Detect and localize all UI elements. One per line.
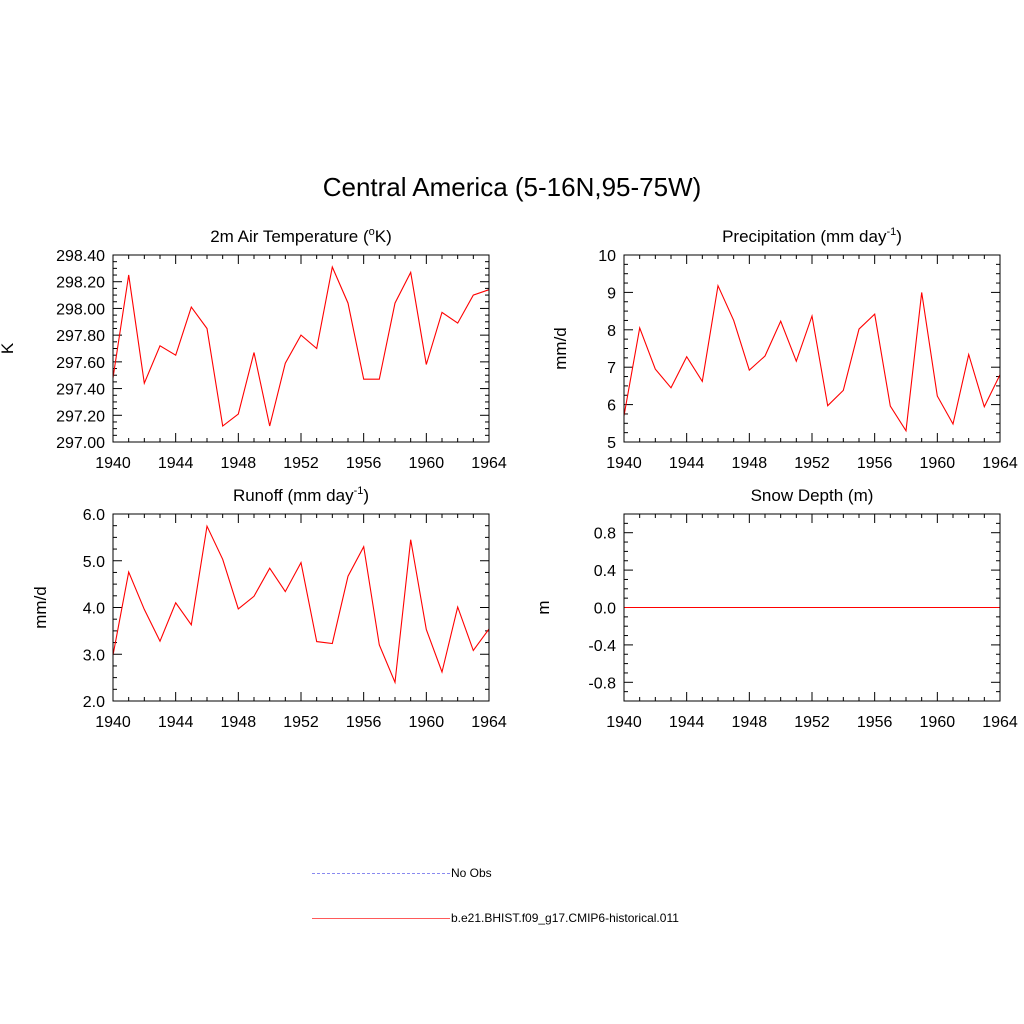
y-tick-label: 0.0 [594, 601, 616, 618]
x-tick-label: 1956 [346, 714, 382, 731]
y-tick-label: 7 [607, 360, 616, 377]
x-tick-label: 1956 [857, 455, 893, 472]
x-tick-label: 1948 [732, 455, 768, 472]
x-tick-label: 1960 [409, 455, 445, 472]
y-tick-label: 8 [607, 323, 616, 340]
y-tick-label: 0.8 [594, 526, 616, 543]
y-tick-label: 3.0 [83, 647, 105, 664]
plot-frame [112, 513, 490, 702]
chart-panel-4: Snow Depth (m) m 1940 1944 1948 1952 1956 1960 1… [534, 486, 1018, 731]
legend-swatch-dashed [312, 873, 450, 874]
y-tick-label: -0.4 [588, 638, 616, 655]
x-tick-label: 1952 [283, 714, 319, 731]
y-tick-label: 5.0 [83, 554, 105, 571]
panel-title-superscript: o [369, 226, 375, 238]
panel-title-main: 2m Air Temperature ( [210, 227, 369, 246]
panel-title-suffix: ) [363, 486, 369, 505]
y-tick-label: 297.00 [56, 435, 105, 452]
y-tick-label: 2.0 [83, 694, 105, 711]
panel-title-suffix: K) [375, 227, 392, 246]
x-tick-label: 1940 [606, 455, 642, 472]
y-tick-label: 6.0 [83, 507, 105, 524]
series-line [623, 283, 1001, 433]
x-tick-label: 1948 [221, 455, 257, 472]
panel-title-superscript: -1 [886, 226, 896, 238]
plot-frame [623, 513, 1001, 702]
panel-title-suffix: ) [896, 227, 902, 246]
x-tick-label: 1960 [920, 455, 956, 472]
x-tick-label: 1948 [221, 714, 257, 731]
x-tick-label: 1952 [283, 455, 319, 472]
chart-panel-2: Precipitation (mm day-1) mm/d 1940 1944 1948… [551, 226, 1018, 472]
y-tick-label: 5 [607, 435, 616, 452]
y-tick-label: 9 [607, 285, 616, 302]
panel-title-main: Precipitation (mm day [722, 227, 887, 246]
panel-title-superscript: -1 [354, 485, 364, 497]
y-tick-label: 298.40 [56, 248, 105, 265]
y-axis-label: mm/d [551, 327, 570, 370]
y-tick-label: -0.8 [588, 675, 616, 692]
x-tick-label: 1944 [669, 455, 705, 472]
x-tick-label: 1960 [920, 714, 956, 731]
y-tick-label: 298.20 [56, 275, 105, 292]
plot-frame [623, 254, 1001, 443]
x-tick-label: 1964 [982, 455, 1018, 472]
x-tick-label: 1964 [471, 455, 507, 472]
chart-panel-1: 2m Air Temperature (oK) K 1940 1944 1948 1952… [0, 226, 507, 472]
x-tick-label: 1940 [95, 455, 131, 472]
y-tick-label: 0.4 [594, 563, 616, 580]
x-tick-label: 1964 [471, 714, 507, 731]
x-tick-label: 1948 [732, 714, 768, 731]
legend-label: No Obs [451, 866, 492, 880]
x-tick-label: 1960 [409, 714, 445, 731]
y-tick-label: 297.60 [56, 355, 105, 372]
panel-title: 2m Air Temperature (oK) [210, 226, 392, 246]
panel-title-main: Snow Depth (m) [751, 486, 874, 505]
panel-title: Runoff (mm day-1) [233, 485, 369, 505]
y-tick-label: 10 [598, 248, 616, 265]
y-tick-label: 297.80 [56, 328, 105, 345]
plot-frame [112, 254, 490, 443]
figure-title: Central America (5-16N,95-75W) [322, 172, 702, 202]
chart-panel-3: Runoff (mm day-1) mm/d 1940 1944 1948 1952 195… [31, 485, 507, 731]
x-tick-label: 1956 [346, 455, 382, 472]
y-axis-label: m [534, 600, 553, 614]
x-tick-label: 1956 [857, 714, 893, 731]
x-tick-label: 1952 [794, 714, 830, 731]
x-tick-label: 1944 [669, 714, 705, 731]
x-tick-label: 1944 [158, 455, 194, 472]
y-tick-label: 4.0 [83, 601, 105, 618]
y-tick-label: 6 [607, 398, 616, 415]
panel-title: Snow Depth (m) [751, 486, 874, 505]
legend-label: b.e21.BHIST.f09_g17.CMIP6-historical.011 [451, 911, 679, 925]
series-line [112, 524, 490, 685]
x-tick-label: 1940 [95, 714, 131, 731]
y-axis-label: mm/d [31, 586, 50, 629]
panel-title: Precipitation (mm day-1) [722, 226, 902, 246]
x-tick-label: 1944 [158, 714, 194, 731]
y-tick-label: 297.40 [56, 382, 105, 399]
legend-swatch-solid [312, 918, 450, 919]
series-line [112, 265, 490, 427]
y-axis-label: K [0, 342, 17, 354]
panel-title-main: Runoff (mm day [233, 486, 354, 505]
x-tick-label: 1952 [794, 455, 830, 472]
y-tick-label: 297.20 [56, 408, 105, 425]
x-tick-label: 1964 [982, 714, 1018, 731]
y-tick-label: 298.00 [56, 301, 105, 318]
x-tick-label: 1940 [606, 714, 642, 731]
